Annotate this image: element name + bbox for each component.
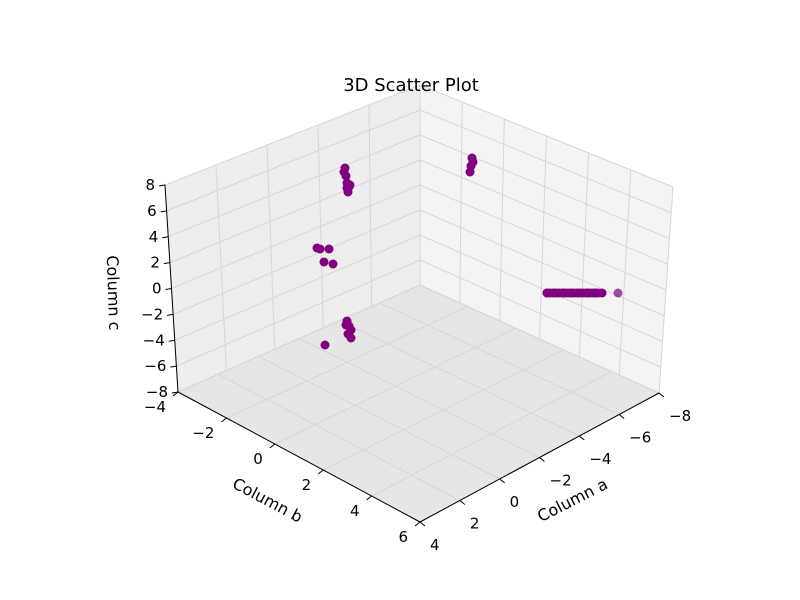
x-tick-label: −4: [589, 450, 611, 468]
x-gridline-floor: [218, 373, 461, 501]
x-tick-mark: [459, 500, 466, 505]
y-axis-label: Column b: [229, 474, 305, 527]
z-tick-label: 0: [152, 280, 162, 298]
x-tick-mark: [499, 478, 505, 484]
x-gridline-wall: [618, 169, 632, 376]
data-point: [613, 288, 623, 298]
y-tick-label: 0: [253, 450, 263, 468]
y-gridline-wall: [317, 124, 324, 328]
y-tick-mark: [221, 417, 227, 423]
x-gridline-wall: [459, 101, 463, 304]
z-tick-mark: [163, 262, 170, 265]
z-tick-label: −8: [146, 383, 168, 401]
x-tick-label: −6: [629, 429, 651, 447]
z-gridline-left: [171, 184, 421, 289]
y-gridline-wall: [215, 164, 227, 371]
y-tick-mark: [366, 495, 372, 501]
x-tick-label: −8: [669, 407, 691, 425]
data-point: [315, 244, 325, 254]
gridlines: [164, 84, 674, 523]
z-tick-label: −4: [143, 331, 165, 349]
x-gridline-floor: [298, 338, 540, 458]
z-tick-label: 2: [150, 254, 160, 272]
x-tick-label: 0: [510, 493, 520, 511]
z-gridline-left: [176, 259, 421, 367]
y-tick-label: −4: [144, 398, 166, 416]
y-tick-mark: [317, 469, 324, 475]
x-gridline-floor: [419, 284, 660, 394]
z-gridline-left: [169, 159, 421, 264]
data-point: [341, 320, 351, 330]
chart-title: 3D Scatter Plot: [343, 75, 479, 96]
z-tick-label: 6: [147, 202, 157, 220]
y-tick-label: −2: [192, 424, 214, 442]
x-tick-mark: [419, 521, 426, 527]
z-axis-label: Column c: [103, 255, 125, 331]
z-tick-mark: [165, 288, 172, 290]
z-tick-label: 4: [149, 228, 159, 246]
x-tick-mark: [579, 435, 585, 441]
y-tick-label: 2: [302, 476, 312, 494]
data-point: [341, 171, 351, 181]
z-tick-label: −6: [144, 357, 166, 375]
data-point: [593, 288, 603, 298]
x-gridline-wall: [499, 118, 505, 322]
x-tick-label: 4: [430, 536, 440, 554]
y-gridline-wall: [266, 144, 276, 350]
y-tick-label: 4: [350, 502, 360, 520]
data-point: [345, 180, 355, 190]
data-point: [319, 257, 329, 267]
z-gridline-left: [166, 109, 421, 212]
y-tick-mark: [414, 521, 421, 527]
x-tick-label: −2: [550, 472, 572, 490]
y-axis-line: [177, 391, 421, 523]
x-gridline-floor: [339, 320, 580, 437]
z-tick-mark: [158, 184, 166, 187]
z-tick-mark: [168, 339, 175, 342]
z-tick-mark: [162, 236, 169, 239]
data-point: [465, 167, 475, 177]
z-tick-mark: [170, 365, 177, 368]
z-tick-label: −2: [141, 305, 163, 323]
x-tick-mark: [618, 414, 625, 419]
y-gridline-wall: [368, 104, 373, 307]
data-points: [312, 153, 623, 350]
x-tick-mark: [539, 457, 545, 462]
z-gridline-left: [168, 134, 421, 238]
z-tick-mark: [160, 210, 167, 213]
z-gridline-left: [174, 234, 421, 341]
x-gridline-wall: [539, 135, 547, 340]
y-tick-mark: [172, 391, 179, 397]
x-gridline-wall: [658, 186, 674, 394]
x-gridline-wall: [578, 152, 590, 358]
x-gridline-floor: [258, 355, 500, 480]
x-axis-label: Column a: [534, 474, 610, 526]
data-point: [324, 244, 334, 254]
data-point: [328, 259, 338, 269]
z-tick-label: 8: [145, 176, 155, 194]
data-point: [346, 333, 356, 343]
y-tick-label: 6: [398, 528, 408, 546]
data-point: [320, 340, 330, 350]
y-tick-mark: [269, 443, 276, 449]
pane-floor: [178, 285, 659, 522]
z-gridline-left: [164, 84, 421, 186]
x-tick-label: 2: [470, 515, 480, 533]
z-tick-mark: [167, 313, 174, 316]
x-tick-mark: [658, 392, 665, 398]
z-gridline-left: [172, 209, 421, 315]
x-gridline-floor: [379, 302, 620, 415]
